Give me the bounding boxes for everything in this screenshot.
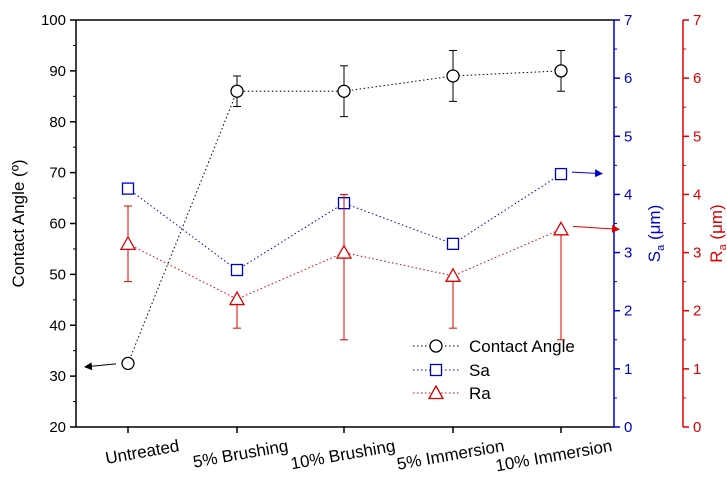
series-layer [121,51,568,370]
ra-point [554,222,568,235]
ra-tick-label: 2 [693,303,701,320]
left-tick-label: 20 [49,419,66,436]
contact-angle-point [555,65,567,77]
legend-ra-marker [429,386,443,399]
left-tick-label: 30 [49,368,66,385]
legend-sa-label: Sa [469,361,490,380]
contact-angle-point [122,357,134,369]
sa-point [232,265,243,276]
ra-point [230,292,244,305]
legend-contact-angle-marker [430,340,442,352]
sa-axis-title-main: S [645,251,664,262]
left-tick-label: 70 [49,165,66,182]
left-axis-title: Contact Angle (º) [9,159,28,287]
ra-axis-arrow [573,226,619,229]
ra-series [121,194,568,339]
left-axis: 20 30 40 50 60 70 80 90 100 Contact Angle (º) [9,12,76,436]
ra-axis-title: Ra (μm) [707,204,727,262]
legend-ra-label: Ra [469,384,491,403]
sa-point [556,169,567,180]
sa-tick-label: 7 [624,12,632,29]
sa-axis-title-unit: (μm) [645,205,664,245]
ra-tick-label: 5 [693,128,701,145]
ra-point [121,237,135,250]
legend: Contact Angle Sa Ra [413,337,575,403]
sa-tick-label: 3 [624,245,632,262]
left-tick-label: 80 [49,114,66,131]
plot-frame [76,20,614,427]
sa-tick-label: 1 [624,361,632,378]
x-category-label: 5% Brushing [191,436,289,471]
ra-axis-title-unit: (μm) [707,204,726,244]
x-category-label: 10% Immersion [494,436,614,475]
sa-axis-arrow [572,172,602,174]
sa-tick-label: 4 [624,186,632,203]
legend-contact-angle-label: Contact Angle [469,337,575,356]
contact-angle-point [338,85,350,97]
ra-tick-label: 1 [693,361,701,378]
legend-sa-marker [431,365,442,376]
x-category-label: 10% Brushing [289,436,397,473]
sa-point [123,183,134,194]
left-tick-label: 100 [41,12,66,29]
ra-tick-label: 3 [693,245,701,262]
x-category-label: Untreated [104,436,181,468]
ra-tick-label: 7 [693,12,701,29]
contact-angle-point [231,85,243,97]
ra-tick-label: 4 [693,186,701,203]
sa-tick-label: 6 [624,70,632,87]
sa-tick-label: 0 [624,419,632,436]
ra-tick-label: 6 [693,70,701,87]
left-tick-label: 50 [49,266,66,283]
sa-axis: 0 1 2 3 4 5 6 7 Sa (μm) [614,12,667,436]
ra-axis: 0 1 2 3 4 5 6 7 Ra (μm) [683,12,727,436]
ra-point [337,246,351,259]
contact-angle-axis-arrow [85,364,116,367]
ra-tick-label: 0 [693,419,701,436]
left-tick-label: 90 [49,63,66,80]
sa-point [448,238,459,249]
contact-angle-point [447,70,459,82]
ra-axis-title-main: R [707,250,726,262]
left-tick-label: 40 [49,317,66,334]
sa-axis-title: Sa (μm) [645,205,667,262]
sa-tick-label: 5 [624,128,632,145]
left-tick-label: 60 [49,216,66,233]
sa-tick-label: 2 [624,303,632,320]
x-category-label: 5% Immersion [395,436,505,474]
